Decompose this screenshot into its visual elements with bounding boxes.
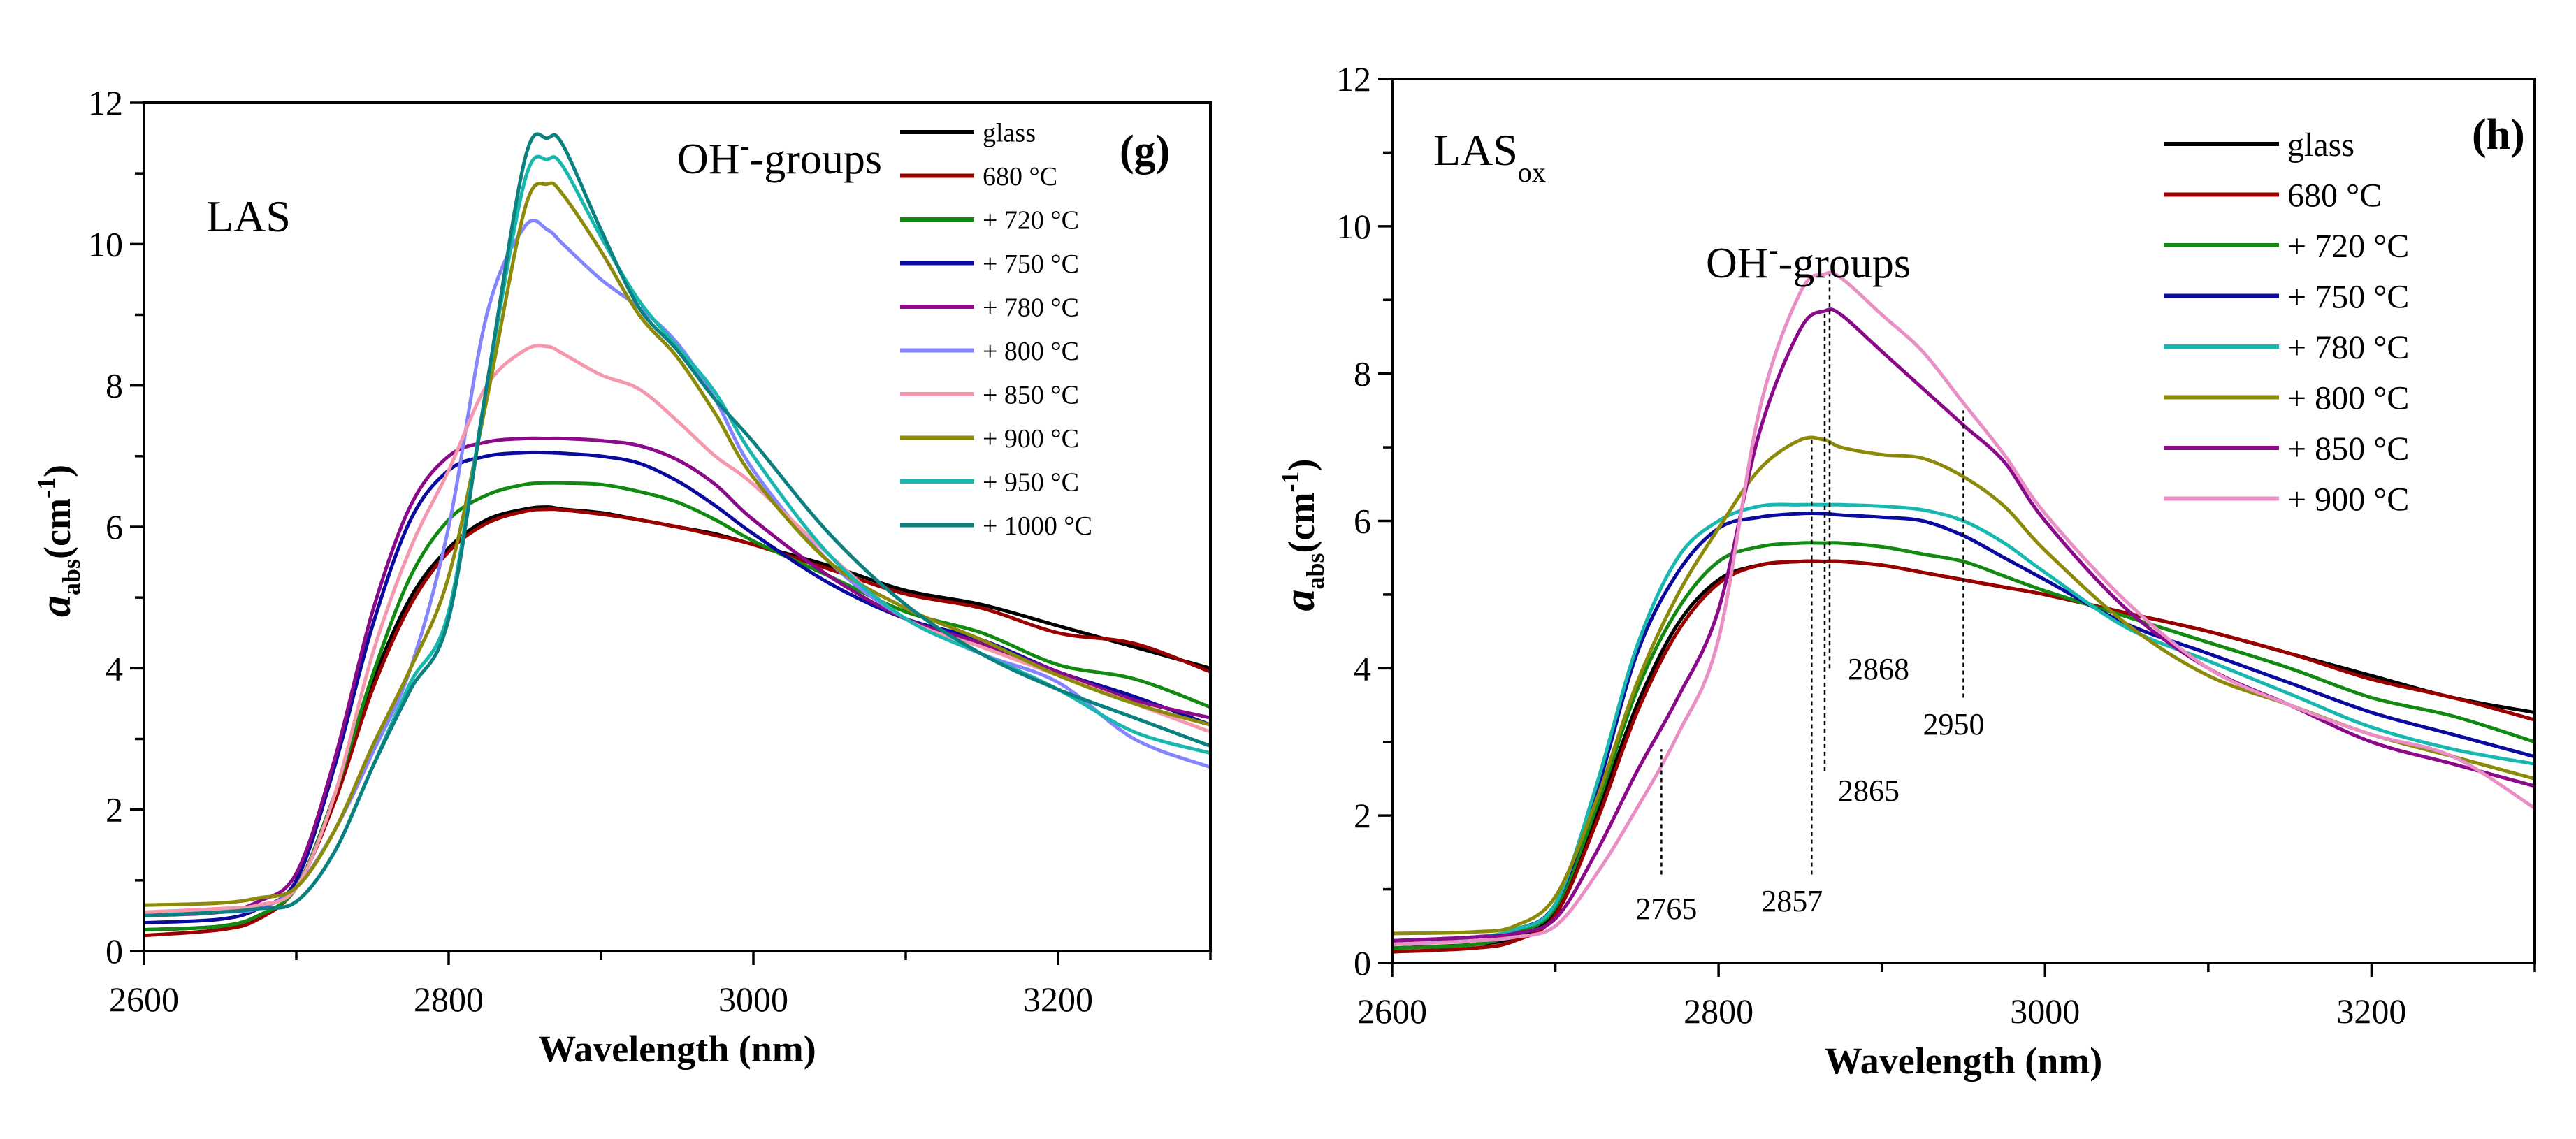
sample-name: LAS	[1433, 125, 1518, 175]
legend-label-4: + 780 °C	[2287, 329, 2409, 366]
sample-name: LAS	[206, 191, 291, 241]
y-tick-label: 10	[88, 224, 123, 263]
series-line-1	[1392, 559, 2535, 954]
legend-label-1: 680 °C	[2287, 177, 2382, 214]
series-line-7	[144, 181, 1210, 907]
band-label: OH--groups	[1706, 234, 1911, 287]
panel-label: (g)	[1120, 127, 1170, 175]
x-axis-title: Wavelength (nm)	[1825, 1040, 2103, 1082]
band-label: OH--groups	[677, 130, 882, 183]
legend-label-6: + 850 °C	[2287, 430, 2409, 467]
y-axis-superscript: -1	[1276, 472, 1304, 493]
y-axis-symbol: a	[1276, 589, 1324, 611]
y-axis-unit-close: )	[36, 465, 78, 477]
x-tick-label: 3000	[718, 980, 788, 1019]
y-tick-label: 6	[1354, 502, 1371, 541]
x-tick-label: 2600	[1357, 992, 1427, 1031]
legend: glass 680 °C + 720 °C + 750 °C + 780 °C + 800…	[2164, 126, 2409, 518]
chart-g: 2600 2800 3000 3200 0 2 4 6 8 10 12 Wavelength (nm)…	[32, 83, 1212, 1070]
x-tick-label: 2600	[109, 980, 179, 1019]
legend-label-5: + 800 °C	[2287, 379, 2409, 416]
legend-label-8: + 950 °C	[983, 467, 1079, 497]
band-superscript: -	[740, 130, 750, 162]
band-name: OH	[1706, 240, 1769, 287]
annotation-label-3: 2868	[1848, 652, 1909, 686]
y-tick-label: 0	[1354, 943, 1371, 982]
y-tick-label: 6	[106, 507, 123, 546]
legend-label-6: + 850 °C	[983, 380, 1079, 409]
x-tick-label: 3200	[2336, 992, 2406, 1031]
band-suffix: -groups	[750, 136, 882, 183]
x-axis-title: Wavelength (nm)	[538, 1028, 816, 1070]
legend-label-2: + 720 °C	[983, 205, 1079, 235]
series-line-9	[144, 132, 1210, 917]
legend-label-7: + 900 °C	[983, 424, 1079, 454]
series-line-5	[144, 219, 1210, 917]
y-axis-subscript: abs	[1301, 553, 1329, 589]
y-axis-superscript: -1	[32, 477, 60, 498]
band-name: OH	[677, 136, 740, 183]
y-tick-label: 2	[1354, 796, 1371, 835]
annotation-label-2: 2865	[1838, 774, 1900, 808]
series-line-3	[144, 450, 1210, 925]
y-axis-subscript: abs	[57, 559, 85, 595]
series-line-4	[144, 436, 1210, 917]
y-axis-unit: (cm	[1280, 492, 1322, 553]
x-tick-label: 3000	[2010, 992, 2080, 1031]
band-suffix: -groups	[1779, 240, 1911, 287]
y-tick-label: 12	[88, 83, 123, 122]
x-tick-label: 2800	[1684, 992, 1753, 1031]
legend-label-0: glass	[983, 118, 1036, 147]
legend-label-3: + 750 °C	[2287, 278, 2409, 315]
x-tick-label: 2800	[414, 980, 484, 1019]
series-line-4	[1392, 502, 2535, 943]
annotation-label-0: 2765	[1635, 892, 1697, 926]
series-line-7	[1392, 270, 2535, 947]
series-line-2	[1392, 541, 2535, 950]
legend-label-4: + 780 °C	[983, 293, 1079, 322]
y-tick-label: 0	[106, 931, 123, 971]
legend-label-9: + 1000 °C	[983, 512, 1092, 541]
legend-label-1: 680 °C	[983, 162, 1057, 191]
y-tick-label: 4	[1354, 648, 1371, 688]
y-axis-unit: (cm	[36, 498, 78, 559]
legend-label-2: + 720 °C	[2287, 228, 2409, 265]
y-axis-unit-close: )	[1280, 459, 1322, 472]
sample-subscript: ox	[1518, 157, 1546, 188]
y-tick-label: 4	[106, 648, 123, 688]
chart-h: 2765 2857 2865 2868 2950 2600 2800 3000 3200 0 2 4 6…	[1276, 59, 2536, 1082]
annotation-label-1: 2857	[1761, 884, 1823, 918]
series-line-6	[144, 344, 1210, 914]
sample-label: LAS	[206, 191, 291, 241]
sample-label: LASox	[1433, 125, 1546, 188]
panel-label: (h)	[2472, 111, 2525, 159]
legend-label-0: glass	[2287, 126, 2354, 164]
y-axis-title: aabs(cm-1)	[1276, 459, 1329, 611]
x-tick-label: 3200	[1023, 980, 1093, 1019]
legend: glass 680 °C + 720 °C + 750 °C + 780 °C + 800…	[900, 118, 1092, 541]
y-tick-label: 8	[1354, 354, 1371, 393]
legend-label-5: + 800 °C	[983, 337, 1079, 366]
y-axis-title: aabs(cm-1)	[32, 465, 85, 617]
y-tick-label: 12	[1336, 59, 1371, 99]
legend-label-7: + 900 °C	[2287, 481, 2409, 518]
y-axis-symbol: a	[32, 595, 80, 617]
y-tick-label: 10	[1336, 207, 1371, 246]
annotation-label-4: 2950	[1923, 707, 1984, 741]
y-tick-label: 8	[106, 366, 123, 405]
y-tick-label: 2	[106, 790, 123, 829]
band-superscript: -	[1769, 234, 1779, 266]
legend-label-3: + 750 °C	[983, 249, 1079, 279]
